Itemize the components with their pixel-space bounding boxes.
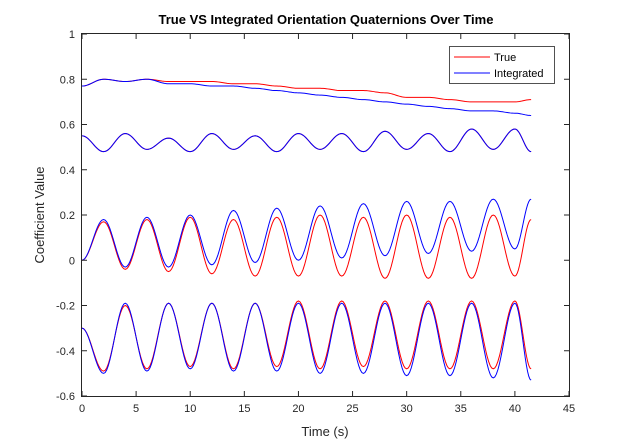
series-true-component-1-line <box>81 78 532 103</box>
y-tick-label: 0.6 <box>60 120 75 132</box>
x-tick-label: 10 <box>184 403 196 415</box>
axes-box <box>81 33 570 397</box>
series-integrated-component-4-line <box>81 302 532 381</box>
y-tick-label: 1 <box>69 29 75 41</box>
y-tick-label: 0.4 <box>60 165 75 177</box>
x-tick-label: 15 <box>238 403 250 415</box>
series-true-component-3-line <box>81 214 532 279</box>
series-true-component-4-line <box>81 300 532 372</box>
y-tick-label: -0.6 <box>56 391 75 403</box>
x-axis-label: Time (s) <box>301 424 348 439</box>
x-tick-label: 45 <box>563 403 575 415</box>
plot-area <box>81 78 532 381</box>
legend-integrated-label: Integrated <box>494 68 544 80</box>
y-tick-label: -0.4 <box>56 346 75 358</box>
series-true-component-2-line <box>81 128 532 153</box>
x-axis-ticks: 0 5 10 15 20 25 30 35 40 45 <box>79 34 575 415</box>
legend-true-label: True <box>494 52 516 64</box>
series-integrated-component-1-line <box>81 78 532 116</box>
x-tick-label: 20 <box>292 403 304 415</box>
series-integrated-component-2-line <box>81 128 532 153</box>
y-axis-ticks: -0.6 -0.4 -0.2 0 0.2 0.4 0.6 0.8 1 <box>56 29 569 403</box>
y-axis-label: Coefficient Value <box>32 166 47 263</box>
x-tick-label: 40 <box>509 403 521 415</box>
y-tick-label: -0.2 <box>56 301 75 313</box>
y-tick-label: 0 <box>69 255 75 267</box>
legend-box <box>449 46 555 84</box>
x-tick-label: 30 <box>401 403 413 415</box>
y-tick-label: 0.8 <box>60 74 75 86</box>
chart-title: True VS Integrated Orientation Quaternio… <box>159 12 494 27</box>
x-tick-label: 25 <box>346 403 358 415</box>
x-tick-label: 5 <box>133 403 139 415</box>
y-tick-label: 0.2 <box>60 210 75 222</box>
series-integrated-component-3-line <box>81 198 532 268</box>
x-tick-label: 35 <box>455 403 467 415</box>
legend: True Integrated <box>449 46 555 84</box>
x-tick-label: 0 <box>79 403 85 415</box>
